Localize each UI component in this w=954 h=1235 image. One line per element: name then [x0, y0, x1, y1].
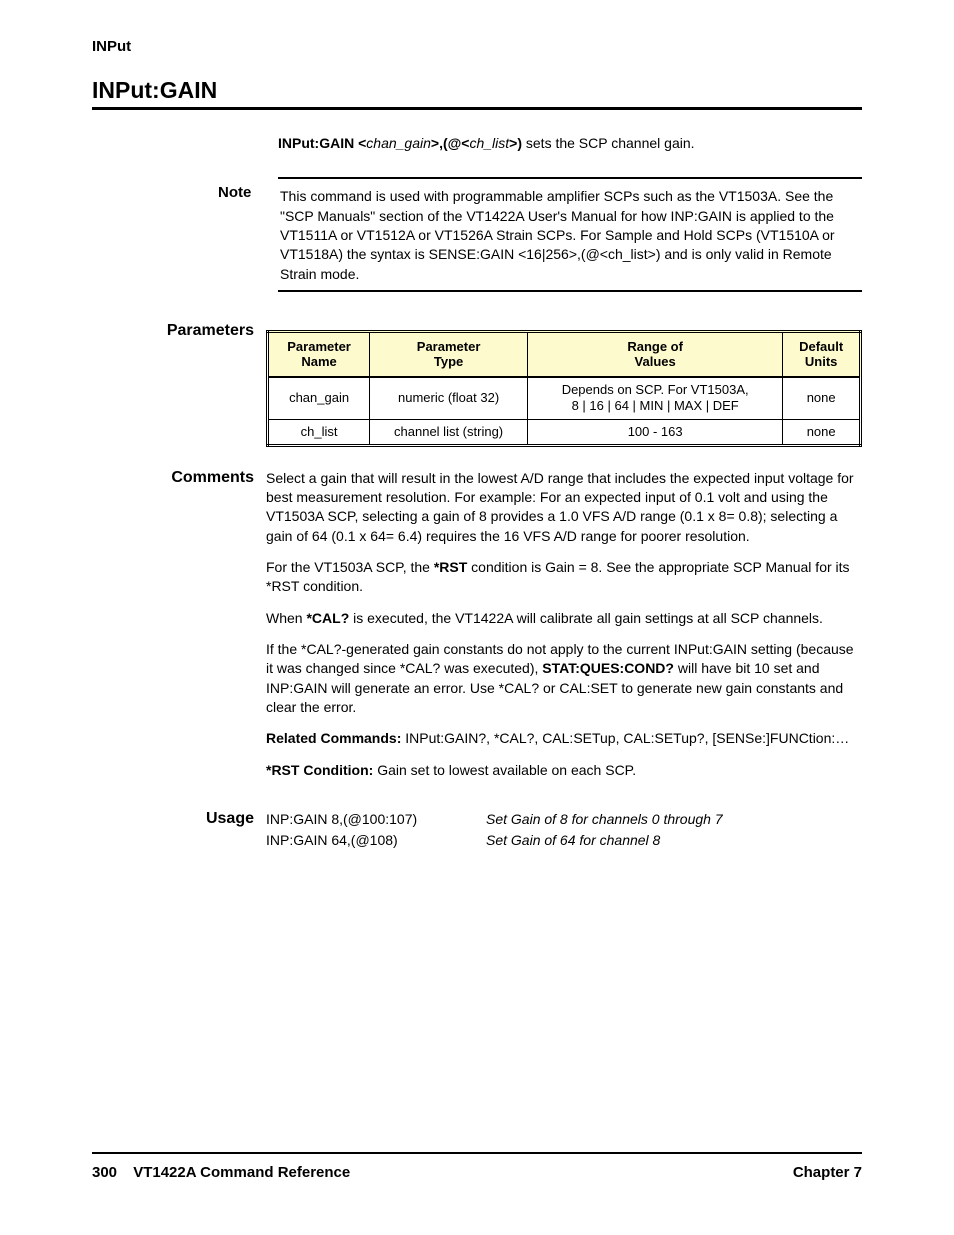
comment-text-suffix: is executed, the VT1422A will calibrate …: [349, 610, 823, 626]
footer-left: 300 VT1422A Command Reference: [92, 1164, 350, 1181]
param-cell-units: none: [783, 419, 861, 445]
comment-item: For the VT1503A SCP, the *RST condition …: [266, 558, 862, 597]
usage-command: INP:GAIN 8,(@100:107): [266, 810, 486, 829]
syntax-command-mid: >,(@<: [431, 135, 470, 151]
comment-item: Select a gain that will result in the lo…: [266, 469, 862, 546]
comment-text-prefix: When: [266, 610, 306, 626]
table-row: chan_gain numeric (float 32) Depends on …: [268, 377, 861, 419]
param-cell-units: none: [783, 377, 861, 419]
parameters-header-type: ParameterType: [370, 331, 528, 377]
comment-item: Related Commands: INPut:GAIN?, *CAL?, CA…: [266, 729, 862, 748]
syntax-arg-chan-gain: chan_gain: [366, 135, 431, 151]
comment-text-suffix: Gain set to lowest available on each SCP…: [373, 762, 636, 778]
usage-line: INP:GAIN 64,(@108) Set Gain of 64 for ch…: [266, 831, 862, 850]
page: INPut INPut:GAIN INPut:GAIN <chan_gain>,…: [0, 0, 954, 1235]
note-text: This command is used with programmable a…: [278, 179, 862, 290]
note-rule-bottom: [278, 290, 862, 292]
comment-bold: STAT:QUES:COND?: [542, 660, 674, 676]
parameters-header-row: ParameterName ParameterType Range ofValu…: [268, 331, 861, 377]
parameters-table: ParameterName ParameterType Range ofValu…: [266, 330, 862, 447]
table-row: ch_list channel list (string) 100 - 163 …: [268, 419, 861, 445]
book-title: VT1422A Command Reference: [133, 1164, 350, 1181]
usage-description: Set Gain of 8 for channels 0 through 7: [486, 810, 862, 829]
comment-bold: *CAL?: [306, 610, 349, 626]
parameters-header-name: ParameterName: [268, 331, 370, 377]
usage-list: INP:GAIN 8,(@100:107) Set Gain of 8 for …: [266, 810, 862, 853]
comments-label: Comments: [92, 469, 266, 487]
usage-line: INP:GAIN 8,(@100:107) Set Gain of 8 for …: [266, 810, 862, 829]
page-footer: 300 VT1422A Command Reference Chapter 7: [92, 1152, 862, 1181]
usage-command: INP:GAIN 64,(@108): [266, 831, 486, 850]
syntax-arg-ch-list: ch_list: [469, 135, 509, 151]
parameters-header-range: Range ofValues: [528, 331, 783, 377]
parameters-header-units: DefaultUnits: [783, 331, 861, 377]
comment-item: When *CAL? is executed, the VT1422A will…: [266, 609, 862, 628]
comment-text-prefix: For the VT1503A SCP, the: [266, 559, 434, 575]
syntax-line: INPut:GAIN <chan_gain>,(@<ch_list>) sets…: [278, 134, 862, 153]
footer-right: Chapter 7: [793, 1164, 862, 1181]
syntax-command-suffix: >): [509, 135, 522, 151]
comment-bold: *RST: [434, 559, 467, 575]
param-cell-range: 100 - 163: [528, 419, 783, 445]
comment-item: *RST Condition: Gain set to lowest avail…: [266, 761, 862, 780]
usage-section: Usage INP:GAIN 8,(@100:107) Set Gain of …: [92, 810, 862, 853]
syntax-command-prefix: INPut:GAIN <: [278, 135, 366, 151]
comments-list: Select a gain that will result in the lo…: [266, 469, 862, 792]
note-block: Note This command is used with programma…: [278, 177, 862, 292]
param-cell-type: channel list (string): [370, 419, 528, 445]
comment-bold: *RST Condition:: [266, 762, 373, 778]
param-cell-name: chan_gain: [268, 377, 370, 419]
parameters-label: Parameters: [92, 322, 266, 340]
running-header: INPut: [92, 38, 862, 55]
note-label: Note: [218, 183, 251, 204]
comment-text: Select a gain that will result in the lo…: [266, 470, 854, 544]
usage-label: Usage: [92, 810, 266, 828]
param-cell-type: numeric (float 32): [370, 377, 528, 419]
comments-section: Comments Select a gain that will result …: [92, 469, 862, 792]
usage-description: Set Gain of 64 for channel 8: [486, 831, 862, 850]
page-number: 300: [92, 1164, 117, 1181]
param-cell-name: ch_list: [268, 419, 370, 445]
comment-bold: Related Commands:: [266, 730, 401, 746]
syntax-trailing-text: sets the SCP channel gain.: [522, 135, 695, 151]
parameters-section: Parameters ParameterName ParameterType R…: [92, 322, 862, 447]
section-title: INPut:GAIN: [92, 77, 862, 110]
param-cell-range: Depends on SCP. For VT1503A,8 | 16 | 64 …: [528, 377, 783, 419]
comment-item: If the *CAL?-generated gain constants do…: [266, 640, 862, 717]
comment-text-suffix: INPut:GAIN?, *CAL?, CAL:SETup, CAL:SETup…: [401, 730, 849, 746]
